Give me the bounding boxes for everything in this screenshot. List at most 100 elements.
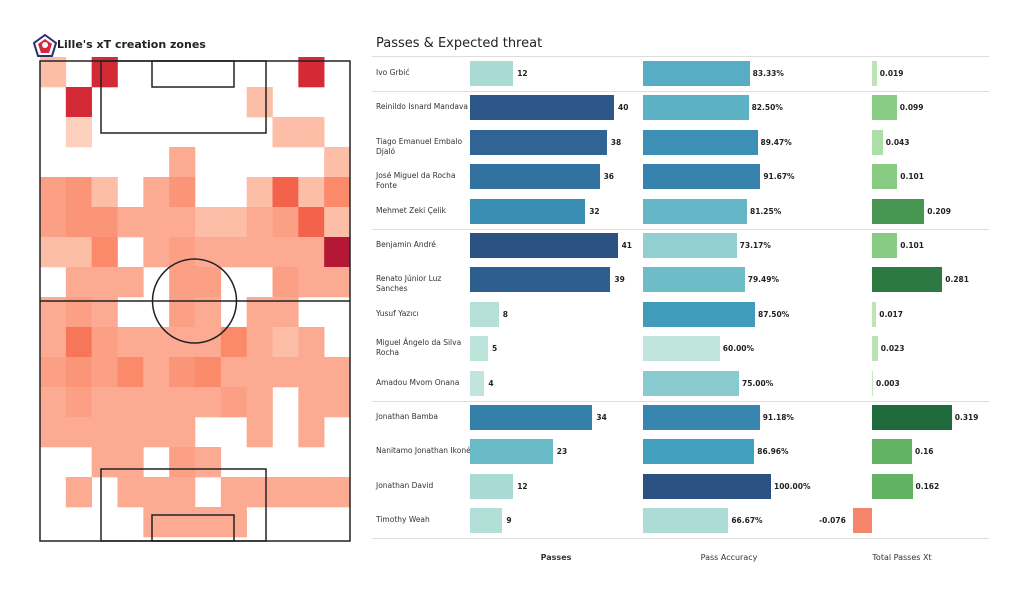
passes-value: 12 (517, 69, 528, 78)
heatmap-cell (65, 117, 92, 148)
row-separator (372, 400, 989, 402)
xt-value: 0.017 (879, 309, 903, 319)
accuracy-value: 82.50% (751, 103, 783, 113)
xt-bar (872, 473, 913, 499)
passes-bar (470, 405, 593, 430)
player-name: Reinildo Isnard Mandava (376, 102, 469, 112)
player-name: Nanitamo Jonathan Ikoné (376, 446, 471, 456)
accuracy-bar (643, 301, 755, 327)
accuracy-value: 75.00% (742, 378, 774, 388)
player-name: Amadou Mvom Onana (376, 377, 460, 387)
passes-value: 41 (621, 241, 633, 250)
heatmap-cell (91, 357, 118, 388)
xt-bar-negative (853, 508, 872, 534)
heatmap-cell (40, 297, 67, 328)
heatmap-cell (143, 327, 170, 358)
xt-bar (872, 129, 883, 155)
heatmap-cell (195, 387, 222, 418)
accuracy-value: 89.47% (760, 137, 792, 147)
heatmap-cell (91, 447, 118, 478)
heatmap-cell (195, 237, 222, 268)
accuracy-bar (643, 61, 750, 86)
heatmap-cell (117, 327, 144, 358)
accuracy-value: 91.18% (762, 413, 794, 422)
heatmap-cell (91, 387, 118, 418)
xt-value: -0.076 (819, 516, 846, 526)
passes-value: 5 (492, 344, 498, 354)
heatmap-cell (324, 147, 351, 178)
xt-value: 0.16 (915, 447, 934, 457)
accuracy-bar (643, 336, 720, 362)
row-separator (372, 538, 989, 540)
heatmap-cell (91, 207, 118, 238)
heatmap-cell (272, 117, 299, 148)
heatmap-cell (298, 237, 325, 268)
heatmap-cell (324, 477, 351, 508)
row-separator (372, 56, 989, 57)
xt-bar (872, 198, 925, 224)
heatmap-cell (246, 327, 273, 358)
accuracy-value: 83.33% (752, 69, 784, 78)
player-name: Mehmet Zeki Çelik (376, 205, 447, 215)
passes-value: 9 (506, 516, 512, 526)
penalty-box-top (100, 60, 267, 134)
heatmap-cell (65, 417, 92, 448)
heatmap-cell (324, 267, 351, 298)
accuracy-bar (643, 267, 745, 293)
heatmap-cell (117, 477, 144, 508)
heatmap-cell (169, 147, 196, 178)
heatmap-cell (195, 207, 222, 238)
heatmap-cell (169, 177, 196, 208)
heatmap-cell (324, 387, 351, 418)
heatmap-cell (298, 267, 325, 298)
accuracy-value: 100.00% (774, 481, 811, 491)
heatmap-cell (195, 297, 222, 328)
xt-bar (872, 301, 877, 327)
heatmap-cell (246, 297, 273, 328)
heatmap-cell (117, 447, 144, 478)
heatmap-cell (220, 207, 247, 238)
xt-value: 0.281 (945, 275, 969, 285)
accuracy-bar (643, 233, 737, 258)
heatmap-cell (169, 447, 196, 478)
xt-value: 0.162 (915, 481, 940, 491)
accuracy-bar (643, 405, 760, 430)
heatmap-cell (143, 207, 170, 238)
passes-bar (470, 336, 488, 362)
accuracy-bar (643, 473, 771, 499)
six-yard-box-top (151, 60, 235, 88)
heatmap-cell (169, 477, 196, 508)
player-name: Tiago Emanuel Embalo Djaló (376, 136, 463, 156)
heatmap-cell (246, 237, 273, 268)
passes-bar (470, 508, 503, 534)
heatmap-cell (65, 357, 92, 388)
player-name: José Miguel da Rocha Fonte (376, 171, 456, 191)
passes-value: 12 (517, 481, 528, 491)
accuracy-bar (643, 439, 755, 465)
accuracy-bar (643, 198, 747, 224)
accuracy-value: 86.96% (757, 447, 789, 457)
heatmap-cell (40, 207, 67, 238)
player-name: Benjamin André (376, 240, 436, 249)
heatmap-cell (272, 357, 299, 388)
heatmap-cell (91, 327, 118, 358)
heatmap-cell (40, 177, 67, 208)
passes-value: 36 (603, 172, 615, 182)
accuracy-value: 79.49% (747, 275, 779, 285)
heatmap-cell (272, 477, 299, 508)
accuracy-value: 73.17% (739, 241, 771, 250)
heatmap-cell (272, 327, 299, 358)
heatmap-cell (298, 117, 325, 148)
player-name: Jonathan David (376, 480, 434, 490)
heatmap-cell (65, 297, 92, 328)
heatmap-cell (117, 357, 144, 388)
heatmap-cell (246, 177, 273, 208)
xt-bar (872, 95, 897, 121)
xt-value: 0.043 (885, 137, 910, 147)
heatmap-cell (65, 477, 92, 508)
heatmap-cell (169, 357, 196, 388)
heatmap-cell (272, 237, 299, 268)
heatmap-cell (195, 447, 222, 478)
heatmap-cell (195, 357, 222, 388)
passes-bar (470, 129, 607, 155)
